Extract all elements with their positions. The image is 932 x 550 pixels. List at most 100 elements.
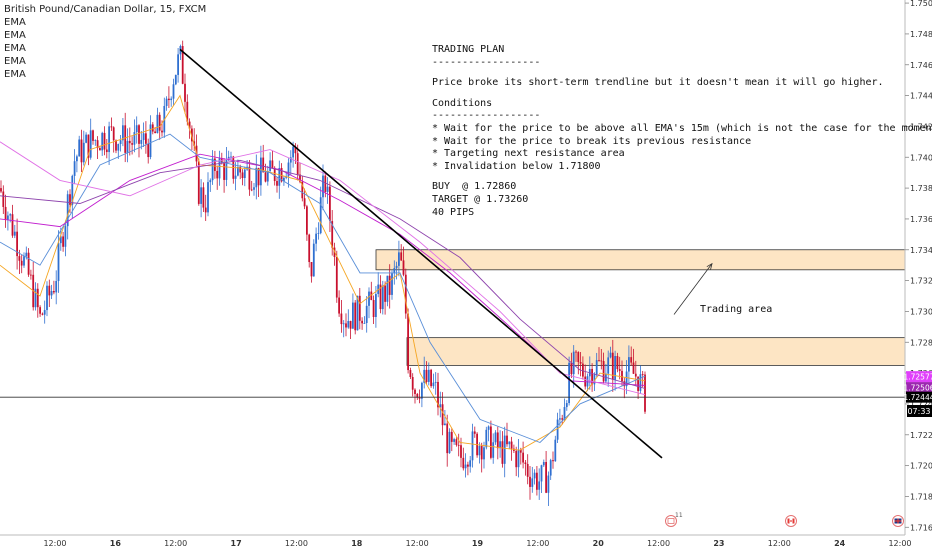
ema-line-5 [0,141,646,396]
x-tick-label: 12:00 [888,539,911,548]
candle-body [36,288,39,308]
candle-body [568,362,570,404]
candle-body [308,234,311,263]
candle-body [204,207,207,213]
candle-body [271,160,274,168]
candle-body [563,407,566,420]
candle-body [556,419,559,440]
candle-body [322,175,324,198]
candle-body [478,445,481,456]
x-tick-label: 12:00 [164,539,187,548]
candle-body [427,369,430,382]
y-tick-label: 1.75000 [910,0,932,8]
candle-body [586,376,589,387]
candle-body [126,140,129,153]
candle-body [335,256,338,298]
y-axis[interactable]: 1.75000 1.74800 1.74600 1.74400 1.74200 1.740… [905,0,932,532]
condition-4: * Invalidation below 1.71800 [432,160,601,172]
candle-body [230,156,232,158]
candle-body [122,125,124,141]
candle-body [363,322,366,324]
buy-level: BUY @ 1.72860 [432,181,517,193]
candle-body [319,197,322,234]
candle-body [48,285,51,296]
candle-body [287,162,290,177]
y-tick-label: 1.71800 [910,492,932,501]
y-tick-label: 1.73400 [910,246,932,255]
candle-body [299,174,301,182]
candle-body [255,167,258,188]
candle-body [57,243,60,281]
candle-body [211,158,214,181]
downtrend-line [179,48,663,459]
candle-body [264,172,267,182]
ema-legend-1[interactable]: EMA [4,17,26,28]
ema-legend-3[interactable]: EMA [4,43,26,54]
canada-flag-icon[interactable] [785,515,797,527]
arrow-head [706,262,713,270]
candle-body [220,158,223,164]
y-tick-label: 1.73200 [910,277,932,286]
candle-body [641,374,644,376]
candle-body [510,441,513,449]
candle-body [391,273,393,295]
condition-2: * Wait for the price to break its previo… [432,135,752,147]
candle-body [9,214,12,216]
candle-body [600,360,603,362]
y-tick-label: 1.74600 [910,61,932,70]
trading-area-label: Trading area [700,304,772,315]
candle-body [115,140,117,151]
candle-body [296,153,299,175]
candle-body [519,449,522,453]
ema-legend-4[interactable]: EMA [4,56,26,67]
candle-body [455,439,458,445]
candle-body [324,175,327,192]
plan-summary: Price broke its short-term trendline but… [432,77,884,89]
candle-body [462,457,465,469]
candle-body [209,180,212,183]
candle-body [289,157,292,163]
ema-line-4 [0,159,646,389]
candle-body [565,403,568,408]
candle-body [547,475,550,493]
y-tick-label: 1.74800 [910,30,932,39]
candle-body [618,369,621,371]
candle-body [85,134,87,143]
candle-body [356,295,359,331]
candle-body [147,143,150,158]
candle-body [78,139,81,157]
candle-body [628,357,630,372]
candle-body [490,426,492,458]
symbol-title: British Pound/Canadian Dollar, 15, FXCM [4,4,207,15]
candle-body [637,376,639,391]
candle-body [471,431,474,461]
candle-body [250,189,253,191]
candle-body [448,431,451,454]
ema-legend-2[interactable]: EMA [4,30,26,41]
candle-body [531,478,534,487]
candle-body [453,439,455,442]
candle-body [388,275,391,295]
candle-body [117,143,120,151]
x-tick-label: 20 [593,539,605,548]
x-axis[interactable]: 12:00 16 12:00 17 12:00 18 12:00 19 12:00 20 12:00… [43,539,911,548]
uk-flag-icon[interactable] [892,515,904,527]
candle-body [99,148,101,151]
candle-body [437,381,439,408]
ema-legend-5[interactable]: EMA [4,69,26,80]
candle-body [404,274,407,314]
candle-body [186,101,189,122]
candle-body [138,125,140,144]
candle-body [82,142,85,163]
candle-body [347,320,350,328]
candle-body [306,206,308,235]
candle-body [552,460,554,462]
candle-body [62,236,64,247]
candle-body [464,464,467,469]
calendar-icon[interactable]: 11 [665,512,683,527]
candle-body [450,431,453,442]
candle-body [283,177,285,182]
zones-layer [375,249,906,366]
candle-body [515,450,518,468]
